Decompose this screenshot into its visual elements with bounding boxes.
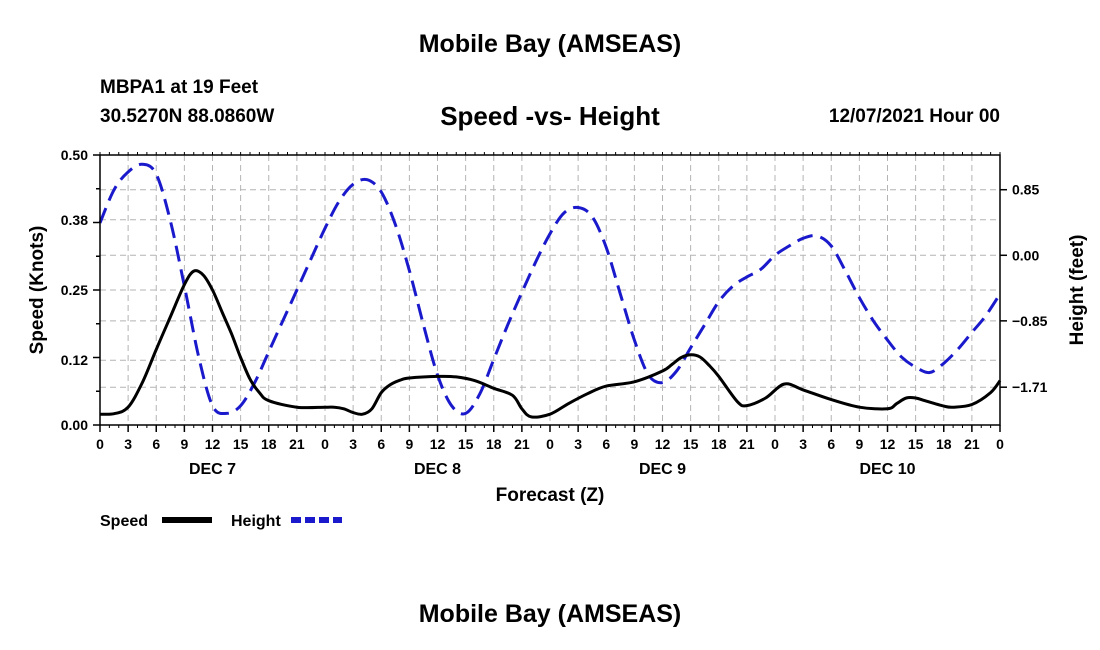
x-tick-label: 12 <box>430 436 446 452</box>
station-name: MBPA1 at 19 Feet <box>100 77 259 98</box>
height-series-line <box>98 162 1002 416</box>
x-tick-label: 21 <box>289 436 305 452</box>
y-tick-label: 0.38 <box>61 212 88 228</box>
x-tick-label: 0 <box>96 436 104 452</box>
y-tick-label: 0.00 <box>61 417 88 433</box>
x-tick-label: 9 <box>405 436 413 452</box>
y-tick-label: 0.50 <box>61 147 88 163</box>
x-tick-label: 0 <box>771 436 779 452</box>
x-tick-label: 15 <box>683 436 699 452</box>
x-tick-label: 21 <box>964 436 980 452</box>
x-day-label: DEC 9 <box>639 461 686 478</box>
x-tick-label: 6 <box>602 436 610 452</box>
x-tick-label: 12 <box>655 436 671 452</box>
x-tick-label: 6 <box>827 436 835 452</box>
x-tick-label: 18 <box>486 436 502 452</box>
x-tick-label: 0 <box>546 436 554 452</box>
forecast-datetime: 12/07/2021 Hour 00 <box>828 106 1000 127</box>
y-tick-label: 0.12 <box>61 352 88 368</box>
x-tick-label: 6 <box>377 436 385 452</box>
x-tick-label: 6 <box>152 436 160 452</box>
x-tick-label: 21 <box>514 436 530 452</box>
x-tick-label: 9 <box>180 436 188 452</box>
x-tick-label: 12 <box>880 436 896 452</box>
x-tick-label: 18 <box>711 436 727 452</box>
y-tick-label: 0.25 <box>61 282 88 298</box>
x-tick-label: 9 <box>630 436 638 452</box>
legend-height-label: Height <box>231 513 281 530</box>
x-day-label: DEC 8 <box>414 461 461 478</box>
y2-axis-label: Height (feet) <box>1067 235 1088 346</box>
x-tick-label: 15 <box>908 436 924 452</box>
y2-tick-label: −0.85 <box>1012 313 1048 329</box>
x-tick-label: 9 <box>855 436 863 452</box>
x-tick-label: 18 <box>936 436 952 452</box>
y2-tick-label: 0.85 <box>1012 182 1039 198</box>
speed-series-line <box>99 269 1002 419</box>
x-tick-label: 3 <box>799 436 807 452</box>
x-tick-label: 0 <box>321 436 329 452</box>
x-tick-label: 12 <box>205 436 221 452</box>
x-tick-label: 3 <box>124 436 132 452</box>
y2-tick-label: 0.00 <box>1012 247 1039 263</box>
x-tick-label: 15 <box>233 436 249 452</box>
x-tick-label: 3 <box>574 436 582 452</box>
main-title: Mobile Bay (AMSEAS) <box>418 30 682 58</box>
x-tick-label: 21 <box>739 436 755 452</box>
y-axis-label: Speed (Knots) <box>27 226 48 355</box>
legend-speed-label: Speed <box>100 513 148 530</box>
x-day-label: DEC 7 <box>189 461 236 478</box>
station-coordinates: 30.5270N 88.0860W <box>100 106 275 127</box>
x-tick-label: 3 <box>349 436 357 452</box>
x-tick-label: 18 <box>261 436 277 452</box>
bottom-title: Mobile Bay (AMSEAS) <box>418 600 682 628</box>
x-tick-label: 15 <box>458 436 474 452</box>
y2-tick-label: −1.71 <box>1012 379 1048 395</box>
x-day-label: DEC 10 <box>859 461 915 478</box>
chart-title: Speed -vs- Height <box>440 101 660 131</box>
x-axis-label: Forecast (Z) <box>496 485 605 506</box>
x-tick-label: 0 <box>996 436 1004 452</box>
